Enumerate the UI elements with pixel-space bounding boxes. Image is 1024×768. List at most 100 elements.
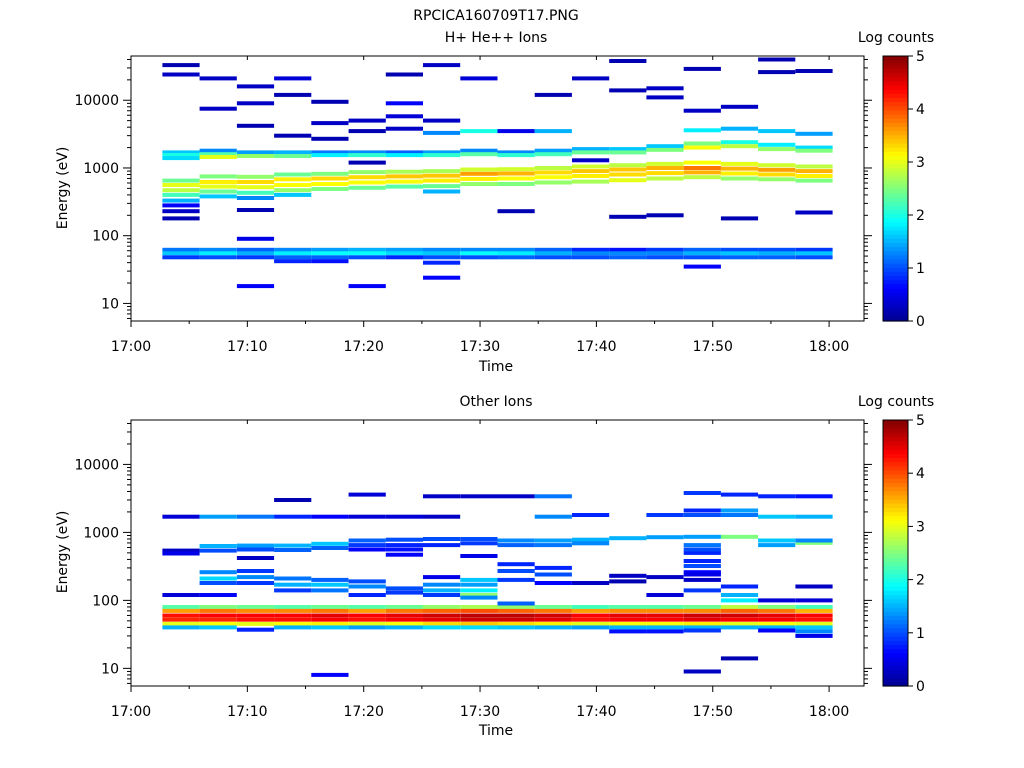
heatmap-cell — [236, 208, 275, 212]
colorbar-segment — [883, 665, 908, 670]
heatmap-cell — [795, 617, 833, 622]
heatmap-cell — [795, 538, 833, 543]
x-tick-label: 17:10 — [227, 339, 267, 355]
heatmap-cell — [274, 621, 312, 626]
colorbar-segment — [883, 515, 908, 521]
heatmap-cell — [236, 547, 275, 552]
heatmap-cell — [162, 209, 200, 214]
heatmap-cell — [460, 176, 498, 181]
colorbar-segment — [883, 561, 908, 567]
heatmap-cell — [348, 118, 386, 123]
heatmap-cell — [720, 255, 759, 260]
heatmap-cell — [758, 177, 796, 182]
colorbar-segment — [883, 76, 908, 82]
heatmap-cell — [274, 133, 312, 138]
heatmap-cell — [572, 613, 610, 618]
x-tick-label: 17:30 — [460, 704, 500, 720]
heatmap-cell — [460, 593, 498, 597]
colorbar-tick-label: 2 — [916, 208, 925, 224]
panel-h-he-ions: H+ He++ Ions 17:00 17:10 17:20 17:30 17:40 17… — [55, 30, 934, 375]
heatmap-cell — [646, 171, 684, 176]
heatmap-cell — [385, 255, 423, 260]
heatmap-cell — [274, 192, 312, 197]
heatmap-cell — [236, 255, 275, 260]
heatmap-cell — [236, 627, 275, 632]
heatmap-cell — [236, 84, 275, 89]
heatmap-cell — [199, 621, 237, 626]
heatmap-cell — [348, 153, 386, 158]
colorbar-segment — [883, 271, 908, 277]
heatmap-cell — [236, 180, 275, 184]
heatmap-cell — [534, 255, 572, 260]
heatmap-cell — [534, 251, 572, 256]
heatmap-cell — [423, 63, 461, 68]
heatmap-cell — [534, 166, 572, 170]
heatmap-cell — [646, 86, 684, 91]
colorbar-segment — [883, 246, 908, 252]
heatmap-cell — [236, 581, 275, 585]
heatmap-cell — [460, 76, 498, 81]
colorbar: 0 1 2 3 4 5 — [882, 49, 925, 330]
heatmap-cell — [199, 548, 237, 553]
heatmap-cell — [348, 605, 386, 609]
heatmap-cell — [795, 633, 833, 638]
heatmap-cell — [720, 492, 759, 497]
heatmap-cell — [497, 209, 535, 214]
heatmap-cell — [423, 582, 461, 587]
heatmap-cell — [795, 514, 833, 519]
heatmap-cell — [720, 593, 759, 597]
heatmap-cell — [460, 167, 498, 172]
colorbar-tick-label: 1 — [916, 261, 925, 277]
heatmap-cell — [795, 169, 833, 174]
colorbar-segment — [883, 486, 908, 492]
heatmap-cell — [609, 178, 647, 183]
y-tick-label: 100 — [92, 229, 119, 245]
heatmap-cell — [236, 185, 275, 190]
heatmap-cell — [646, 513, 684, 517]
heatmap-cell — [795, 605, 833, 609]
colorbar-segment — [883, 490, 908, 496]
colorbar-segment — [883, 292, 908, 297]
heatmap-cell — [534, 129, 572, 134]
colorbar-segment — [883, 60, 908, 65]
heatmap-cell — [572, 581, 610, 585]
x-axis-label: Time — [478, 723, 513, 739]
heatmap-cell — [423, 605, 461, 609]
heatmap-cell — [683, 550, 721, 555]
heatmap-cell — [683, 617, 721, 622]
heatmap-cell — [236, 150, 275, 155]
heatmap-cell — [497, 543, 535, 548]
y-tick-label: 10000 — [74, 93, 119, 109]
heatmap-cell — [423, 169, 461, 174]
heatmap-cell — [348, 608, 386, 613]
heatmap-cell — [646, 251, 684, 256]
heatmap-cell — [497, 601, 535, 606]
colorbar-segment — [883, 602, 908, 608]
heatmap-cell — [534, 621, 572, 626]
colorbar-segment — [883, 540, 908, 546]
heatmap-cell — [460, 255, 498, 260]
heatmap-cell — [423, 494, 461, 499]
heatmap-cell — [348, 180, 386, 185]
heatmap-cell — [609, 573, 647, 578]
colorbar-segment — [883, 478, 908, 483]
x-tick-label: 17:50 — [693, 704, 733, 720]
heatmap-cell — [646, 95, 684, 100]
colorbar-segment — [883, 598, 908, 604]
heatmap-cell — [274, 251, 312, 256]
heatmap-cell — [572, 617, 610, 622]
heatmap-cell — [758, 129, 796, 134]
heatmap-cell — [162, 625, 200, 630]
heatmap-cell — [646, 147, 684, 152]
heatmap-cell — [385, 174, 423, 179]
colorbar-segment — [883, 97, 908, 103]
heatmap-cell — [162, 613, 200, 618]
heatmap-cell — [683, 605, 721, 609]
heatmap-cell — [423, 608, 461, 613]
heatmap-cell — [199, 152, 237, 157]
heatmap-cell — [609, 167, 647, 172]
panel-other-ions: Other Ions 17:00 17:10 17:20 17:30 17:40 17:5… — [55, 394, 934, 739]
colorbar-segment — [883, 89, 908, 94]
heatmap-cell — [497, 577, 535, 582]
x-tick-label: 17:40 — [576, 704, 616, 720]
